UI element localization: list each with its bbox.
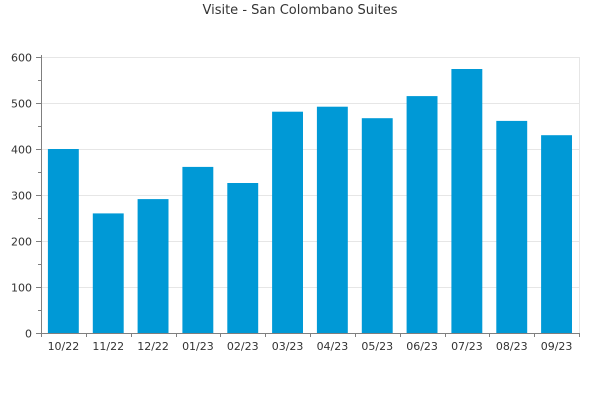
y-tick-label: 400 [11,144,32,157]
bars [47,69,572,334]
bar-04-23 [316,106,348,333]
x-tick-label: 12/22 [137,340,169,353]
bar-05-23 [361,118,393,333]
y-tick-label: 0 [25,328,32,341]
x-tick-label: 08/23 [496,340,528,353]
bar-09-23 [541,135,572,333]
bar-12-22 [137,199,169,333]
grid-lines [41,57,580,333]
x-tick-label: 09/23 [541,340,573,353]
x-tick-label: 02/23 [227,340,259,353]
bar-01-23 [182,166,214,333]
x-tick-label: 07/23 [451,340,483,353]
bar-02-23 [227,183,259,333]
x-tick-label: 11/22 [92,340,124,353]
x-tick-label: 03/23 [272,340,304,353]
chart-title: Visite - San Colombano Suites [202,3,398,18]
x-tick-label: 04/23 [317,340,349,353]
y-tick-label: 300 [11,190,32,203]
x-tick-label: 05/23 [361,340,393,353]
bar-03-23 [272,111,303,333]
bar-11-22 [92,213,124,333]
tick-labels: 0 100 200 300 400 500 600 10/22 11/22 12/22 01/23 0… [11,52,572,354]
axes [36,55,580,337]
bar-07-23 [451,69,483,333]
x-tick-label: 10/22 [48,340,80,353]
bar-06-23 [406,96,438,333]
y-tick-label: 500 [11,98,32,111]
bar-08-23 [496,120,528,334]
y-tick-label: 100 [11,282,32,295]
x-tick-label: 01/23 [182,340,214,353]
y-tick-label: 200 [11,236,32,249]
y-tick-label: 600 [11,52,32,65]
x-tick-label: 06/23 [406,340,438,353]
bar-10-22 [47,149,79,333]
